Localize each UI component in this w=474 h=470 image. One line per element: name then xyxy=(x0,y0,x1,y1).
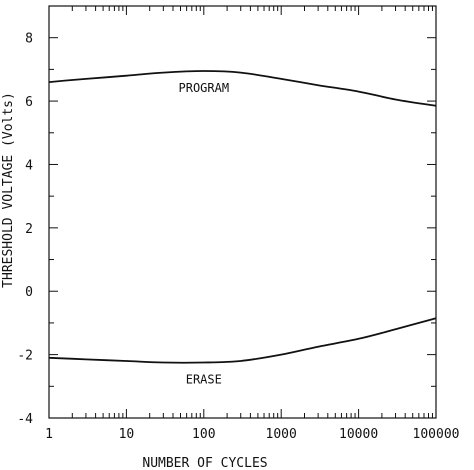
series-label-program: PROGRAM xyxy=(179,81,230,95)
x-tick-label: 10000 xyxy=(339,427,378,442)
x-tick-label: 1000 xyxy=(266,427,297,442)
y-tick-label: 4 xyxy=(25,158,33,173)
y-tick-label: 0 xyxy=(25,285,33,300)
x-axis-title: NUMBER OF CYCLES xyxy=(142,456,267,470)
x-tick-label: 100000 xyxy=(413,427,460,442)
y-tick-label: 2 xyxy=(25,222,33,237)
plot-frame xyxy=(48,5,437,419)
series-label-erase: ERASE xyxy=(186,373,222,387)
axis-ticks xyxy=(48,5,436,419)
x-tick-label: 100 xyxy=(192,427,215,442)
series-lines xyxy=(48,70,437,364)
x-tick-label: 10 xyxy=(119,427,135,442)
y-tick-label: 8 xyxy=(25,32,33,47)
y-tick-label: -4 xyxy=(17,412,33,427)
y-axis-title: THRESHOLD VOLTAGE (Volts) xyxy=(1,92,16,288)
series-line-erase xyxy=(48,317,437,364)
y-tick-label: -2 xyxy=(17,349,33,364)
series-labels: PROGRAM ERASE xyxy=(179,81,230,387)
y-tick-label: 6 xyxy=(25,95,33,110)
x-tick-label: 1 xyxy=(45,427,53,442)
series-line-program xyxy=(48,70,437,107)
tick-labels: 1 10 100 1000 10000 100000 -4 -2 0 2 4 6 8 xyxy=(17,32,459,442)
